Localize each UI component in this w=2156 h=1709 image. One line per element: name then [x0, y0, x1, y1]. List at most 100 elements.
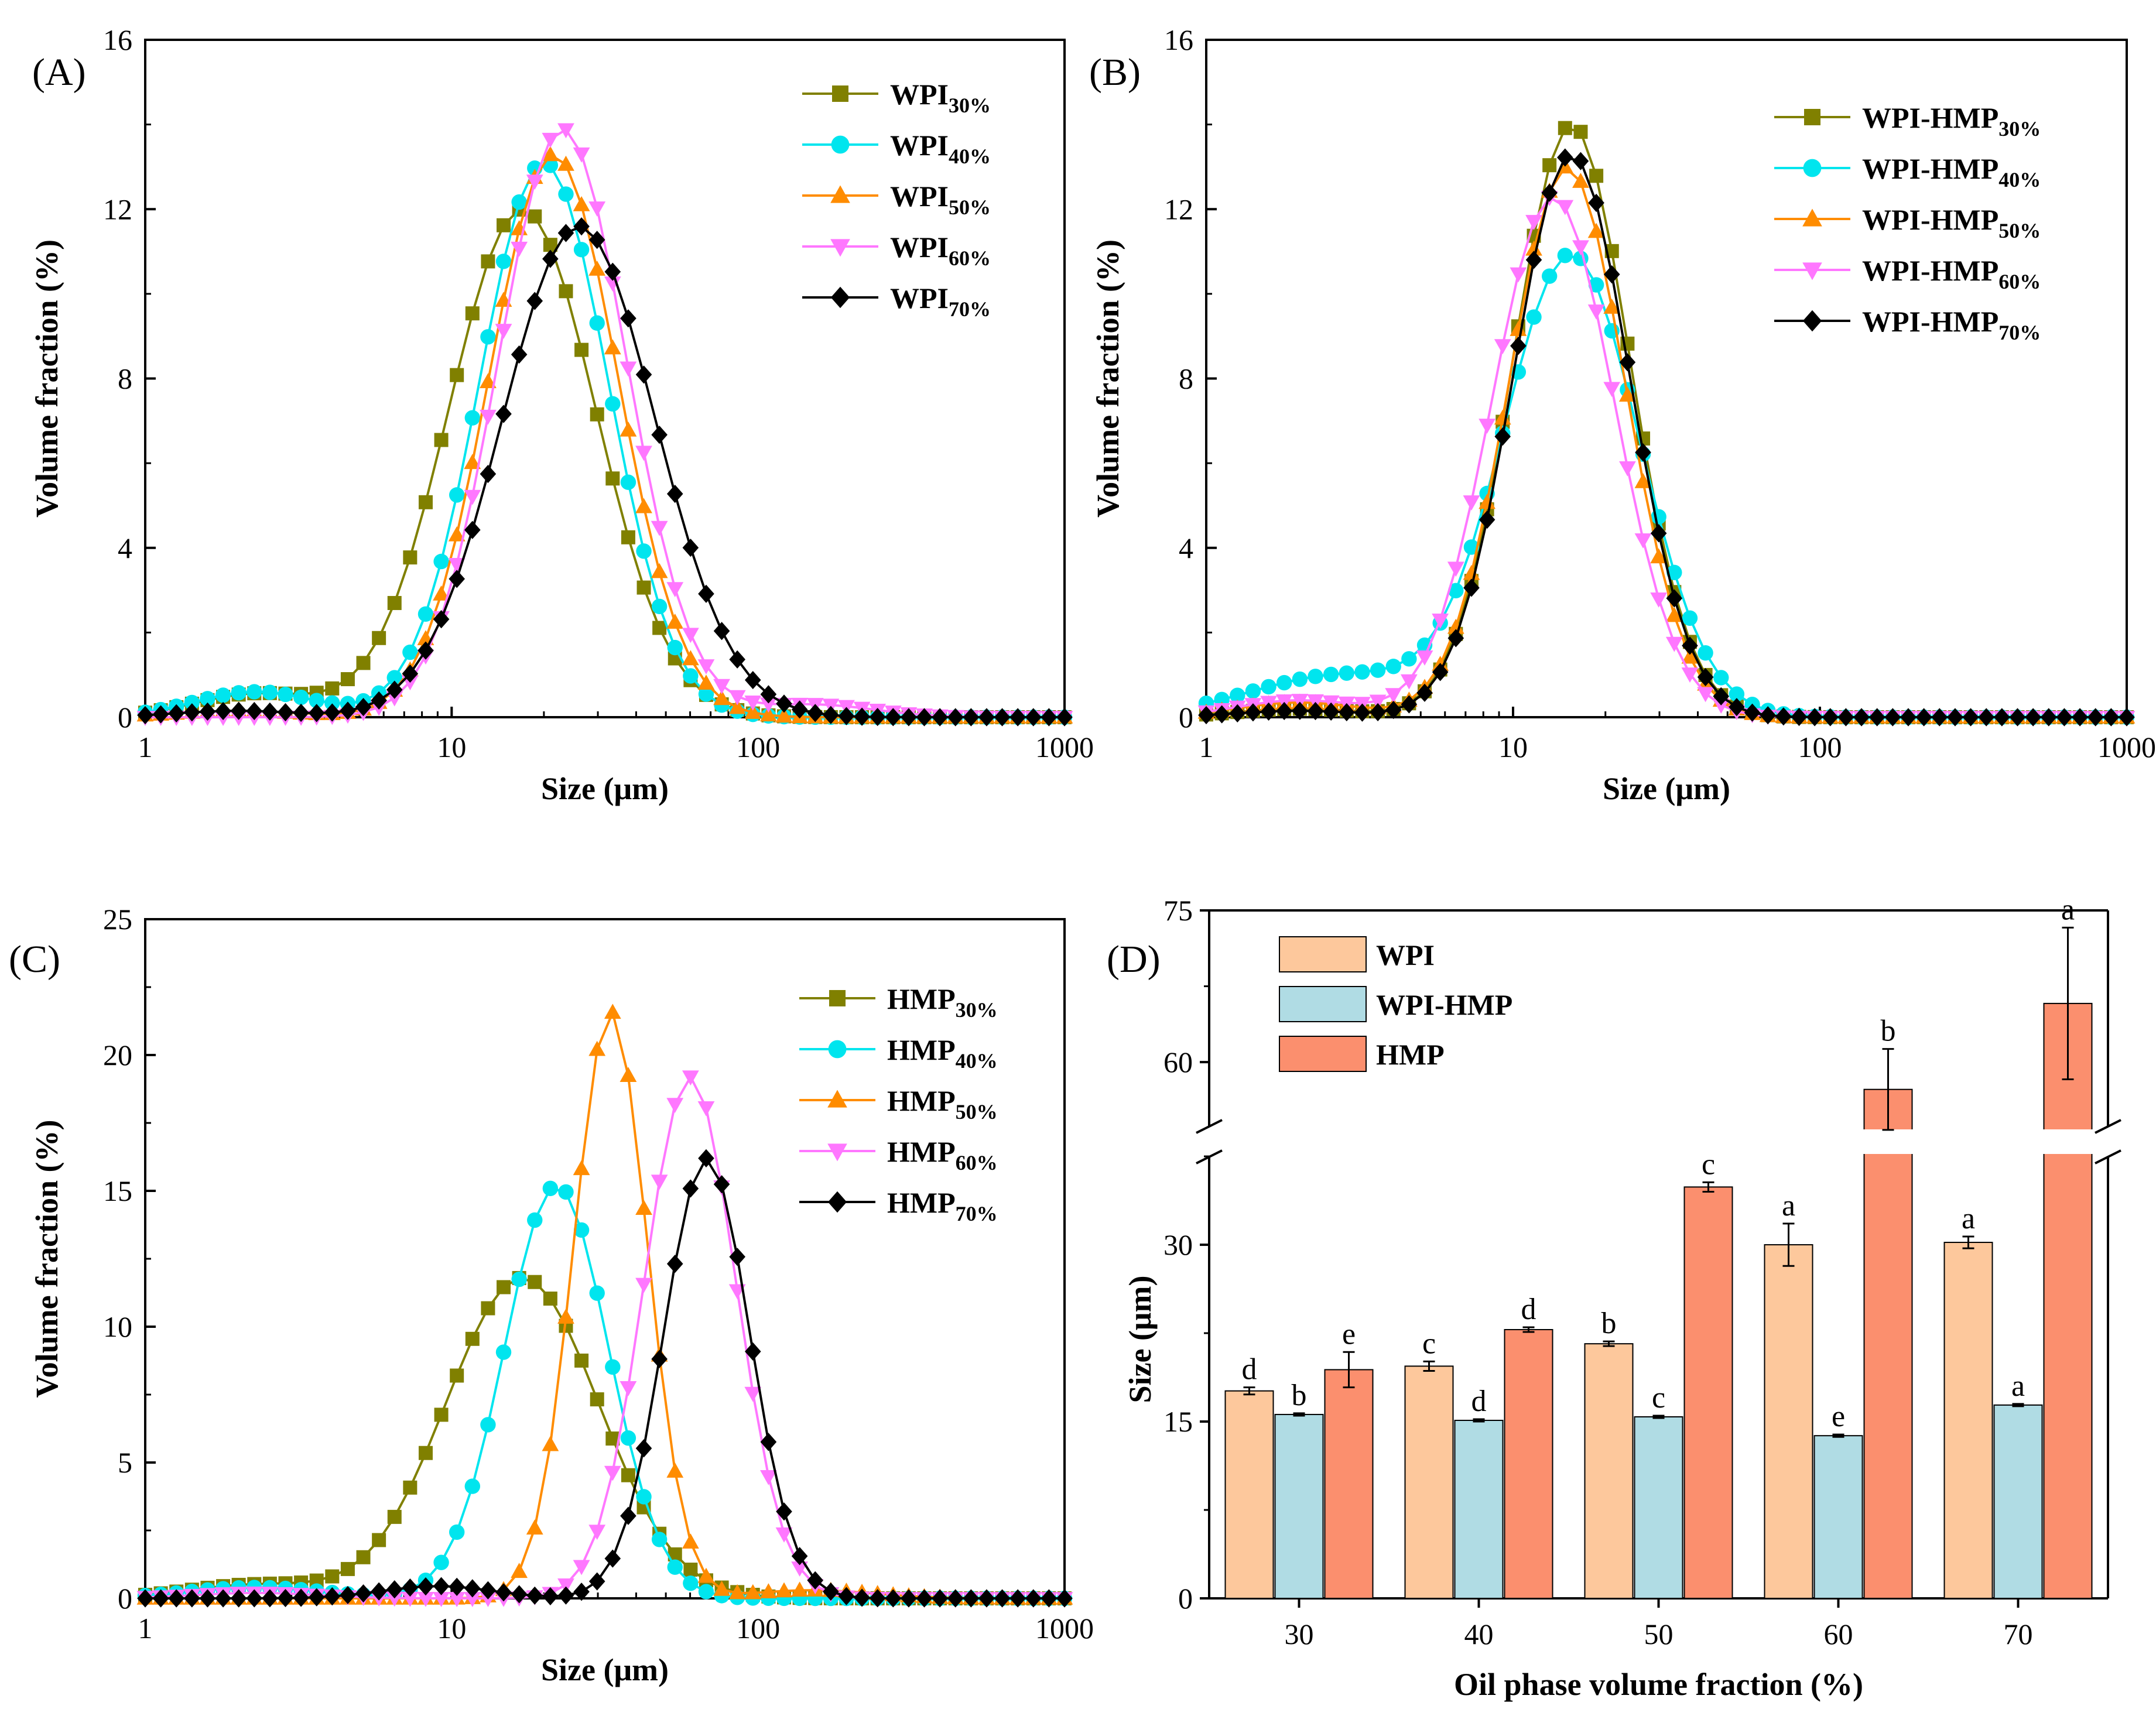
data-point — [1385, 701, 1402, 720]
data-point — [542, 146, 559, 162]
data-point — [713, 1580, 730, 1596]
data-point — [184, 703, 200, 722]
data-point — [729, 650, 745, 669]
bar — [1584, 1343, 1634, 1600]
y-tick-label: 0 — [1178, 1582, 1193, 1615]
data-point — [2072, 708, 2088, 727]
data-point — [1213, 705, 1230, 724]
data-point — [480, 1581, 497, 1600]
data-point — [885, 708, 902, 727]
data-point — [1994, 708, 2010, 727]
y-axis-title: Volume fraction (%) — [29, 1120, 64, 1398]
data-point — [450, 368, 464, 382]
data-point — [325, 681, 340, 696]
significance-letter: d — [1471, 1385, 1487, 1418]
data-point — [1385, 688, 1402, 704]
data-point — [744, 670, 761, 690]
data-point — [744, 1584, 762, 1600]
data-point — [1494, 339, 1511, 355]
data-point — [356, 1550, 371, 1564]
data-point — [324, 703, 341, 722]
data-point — [526, 1519, 543, 1535]
data-point — [246, 1589, 263, 1608]
data-point — [1009, 1589, 1026, 1608]
data-point — [1557, 148, 1573, 167]
data-point — [978, 708, 995, 727]
legend-marker — [1802, 262, 1822, 280]
data-point — [1541, 268, 1558, 284]
data-point — [1665, 607, 1683, 622]
data-point — [2040, 708, 2057, 727]
data-point — [356, 656, 371, 670]
chart-panel-c: (C) 0 5 10 15 20 25 1 10 100 1000 Size (μm) Volume f… — [9, 903, 1094, 1687]
data-point — [635, 1439, 652, 1458]
data-point — [1525, 240, 1542, 256]
panel-label: (A) — [32, 51, 86, 94]
x-tick-label: 1 — [138, 731, 153, 763]
legend-label: HMP70% — [887, 1186, 998, 1225]
data-point — [526, 292, 543, 310]
data-point — [1713, 687, 1730, 705]
legend-label: WPI-HMP40% — [1862, 152, 2041, 191]
data-point — [1603, 265, 1620, 284]
data-point — [588, 201, 606, 217]
data-point — [620, 474, 636, 490]
data-point — [386, 691, 403, 707]
legend-label: HMP60% — [887, 1135, 998, 1174]
x-tick-label: 60 — [1824, 1618, 1853, 1650]
data-point — [464, 520, 481, 539]
significance-letter: b — [1292, 1379, 1307, 1412]
data-point — [667, 639, 683, 656]
significance-letter: a — [2011, 1369, 2025, 1403]
data-point — [433, 1577, 450, 1595]
data-point — [589, 1285, 605, 1301]
legend-label: WPI-HMP30% — [1862, 101, 2041, 141]
data-point — [823, 1582, 839, 1601]
y-tick-label: 4 — [1179, 532, 1193, 564]
y-tick-label: 25 — [103, 903, 132, 936]
legend-subscript: 70% — [1998, 321, 2041, 344]
data-point — [869, 1589, 886, 1608]
data-point — [620, 1506, 636, 1525]
legend-subscript: 40% — [956, 1049, 998, 1073]
data-point — [557, 1578, 574, 1594]
y-tick-label: 60 — [1163, 1046, 1193, 1078]
data-point — [199, 1589, 216, 1608]
data-point — [1510, 337, 1527, 355]
significance-letter: b — [1881, 1015, 1896, 1048]
data-point — [246, 701, 263, 721]
data-point — [776, 1502, 792, 1521]
data-point — [1277, 674, 1292, 691]
data-point — [355, 1584, 372, 1603]
data-point — [418, 495, 433, 509]
data-point — [557, 1586, 574, 1605]
y-tick-label: 75 — [1163, 894, 1193, 927]
data-point — [495, 324, 512, 339]
legend-marker — [1804, 109, 1820, 125]
data-point — [200, 691, 215, 707]
legend-name: WPI-HMP — [1862, 152, 1998, 185]
x-tick-label: 10 — [1498, 731, 1528, 763]
bar — [1993, 1404, 2043, 1599]
series-30pct — [138, 203, 1072, 724]
data-point — [2103, 708, 2120, 727]
legend-entry: WPI — [1279, 936, 1435, 972]
data-point — [651, 598, 668, 615]
data-point — [293, 1588, 309, 1607]
legend-label: HMP — [1376, 1038, 1445, 1071]
data-point — [713, 679, 730, 694]
data-point — [1448, 583, 1464, 599]
data-point — [1525, 251, 1542, 269]
data-point — [277, 1588, 294, 1608]
data-point — [573, 1222, 590, 1238]
legend-label: WPI60% — [890, 231, 991, 270]
data-point — [1229, 704, 1246, 722]
legend-entry: HMP30% — [799, 982, 998, 1022]
data-point — [1354, 703, 1371, 722]
legend-marker — [1802, 310, 1822, 332]
data-point — [557, 123, 574, 139]
data-point — [760, 706, 777, 722]
data-point — [744, 704, 762, 719]
y-tick-label: 12 — [103, 193, 132, 225]
data-point — [2119, 708, 2135, 727]
